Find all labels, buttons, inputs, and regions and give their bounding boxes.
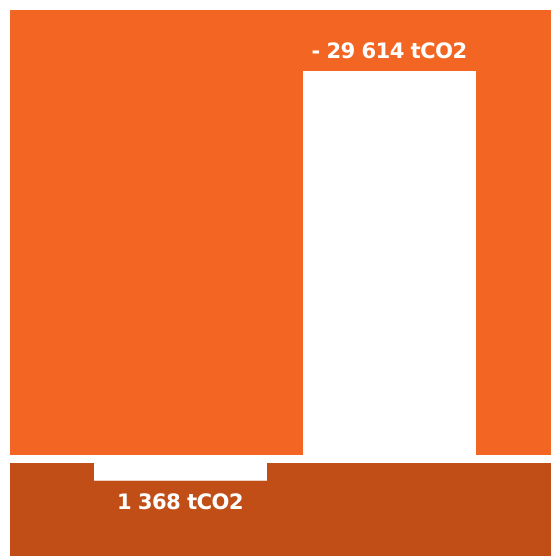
data-labels-group: 1 368 tCO2 - 29 614 tCO2 [117, 39, 467, 514]
data-label-positive: 1 368 tCO2 [117, 490, 243, 514]
bar-0 [94, 463, 267, 481]
data-label-negative: - 29 614 tCO2 [311, 39, 466, 63]
bar-1 [303, 71, 476, 455]
bars-group [94, 71, 476, 481]
lower-panel [10, 463, 551, 556]
